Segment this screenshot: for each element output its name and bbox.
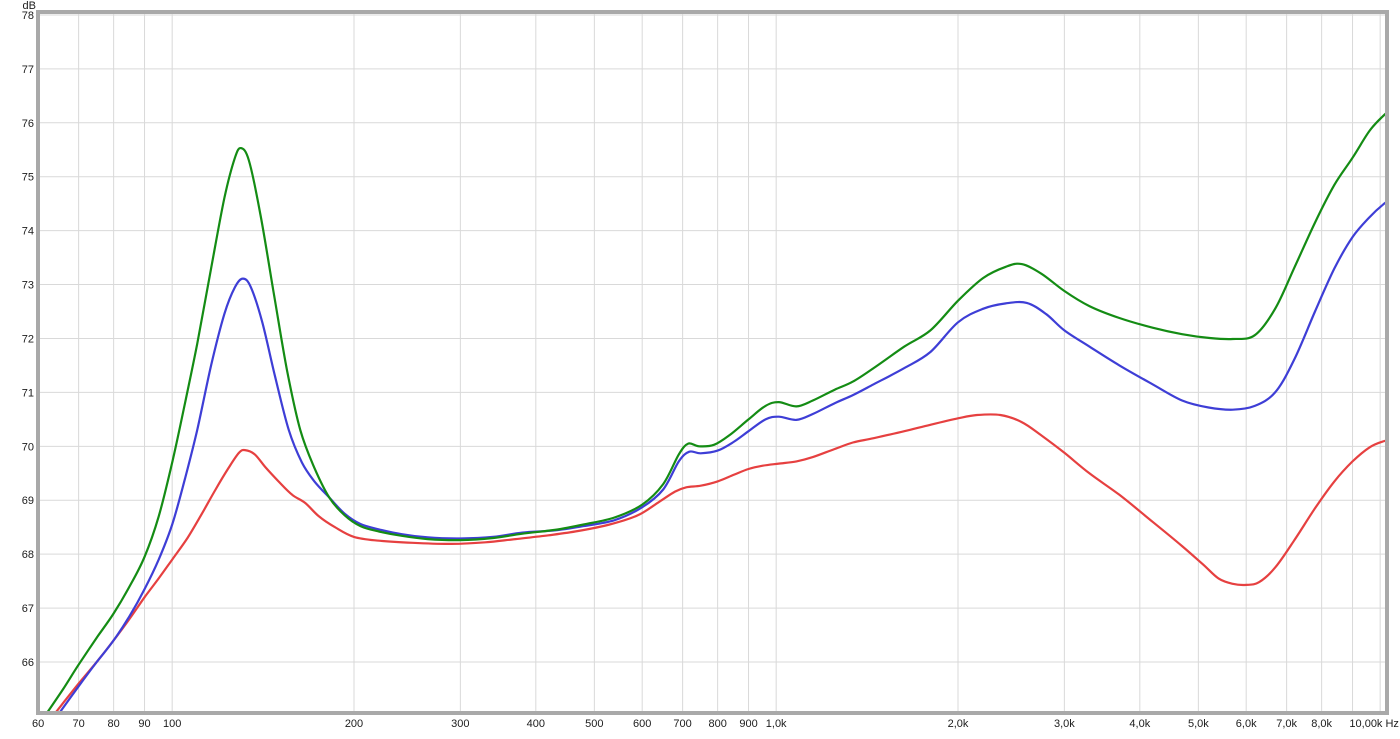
- x-tick-label: 200: [345, 718, 363, 730]
- gridlines: [40, 14, 1385, 711]
- y-tick-label: 69: [22, 495, 34, 507]
- y-tick-label: 66: [22, 657, 34, 669]
- y-tick-label: 78: [22, 10, 34, 22]
- x-tick-label: 4,0k: [1129, 718, 1150, 730]
- y-tick-label: 71: [22, 387, 34, 399]
- y-tick-label: 70: [22, 441, 34, 453]
- x-tick-label: 1,0k: [766, 718, 787, 730]
- y-tick-label: 77: [22, 64, 34, 76]
- y-tick-label: 75: [22, 172, 34, 184]
- y-tick-label: 68: [22, 549, 34, 561]
- x-tick-label: 70: [72, 718, 84, 730]
- x-tick-label: 300: [451, 718, 469, 730]
- plot-border: [36, 10, 1389, 715]
- x-tick-label: 10,00k Hz: [1349, 718, 1399, 730]
- x-tick-label: 8,0k: [1311, 718, 1332, 730]
- x-tick-label: 60: [32, 718, 44, 730]
- x-tick-label: 80: [108, 718, 120, 730]
- y-tick-label: 67: [22, 603, 34, 615]
- y-axis-unit-label: dB: [22, 0, 36, 12]
- x-tick-label: 400: [527, 718, 545, 730]
- x-tick-label: 100: [163, 718, 181, 730]
- y-tick-label: 73: [22, 280, 34, 292]
- green-curve: [46, 112, 1385, 711]
- x-tick-label: 3,0k: [1054, 718, 1075, 730]
- x-axis-labels: 60 70 80 90 100 200 300 400 500 600 700 800 900 1,0k 2…: [32, 718, 1399, 730]
- x-tick-label: 500: [585, 718, 603, 730]
- plot-background: [40, 14, 1385, 711]
- x-tick-label: 600: [633, 718, 651, 730]
- x-tick-label: 7,0k: [1276, 718, 1297, 730]
- x-tick-label: 700: [673, 718, 691, 730]
- red-curve: [55, 413, 1385, 711]
- x-tick-label: 800: [708, 718, 726, 730]
- x-tick-label: 900: [739, 718, 757, 730]
- y-tick-label: 74: [22, 226, 34, 238]
- x-tick-label: 90: [138, 718, 150, 730]
- x-tick-label: 6,0k: [1236, 718, 1257, 730]
- y-tick-label: 72: [22, 333, 34, 345]
- y-axis-labels: 66 67 68 69 70 71 72 73 74 75 76 77 78: [22, 10, 34, 669]
- curves: [46, 112, 1385, 711]
- blue-curve: [59, 201, 1385, 711]
- y-tick-label: 76: [22, 118, 34, 130]
- x-tick-label: 5,0k: [1188, 718, 1209, 730]
- x-tick-label: 2,0k: [948, 718, 969, 730]
